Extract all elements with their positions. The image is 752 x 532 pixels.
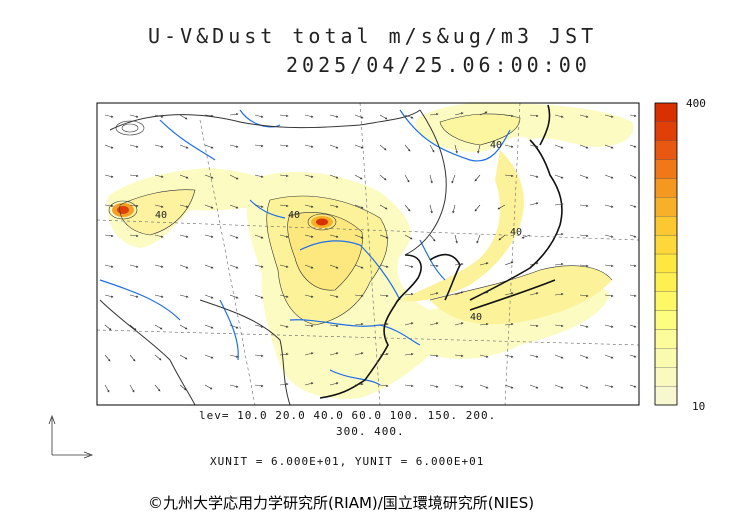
vector-units: XUNIT = 6.000E+01, YUNIT = 6.000E+01: [210, 455, 485, 468]
colorbar-segment: [654, 234, 678, 255]
colorbar-segment: [654, 140, 678, 160]
colorbar-min-label: 10: [692, 400, 706, 413]
wind-vectors: [104, 111, 637, 393]
colorbar-segment: [654, 159, 678, 179]
contour-label: 40: [510, 227, 522, 238]
colorbar: [654, 102, 678, 406]
colorbar-segment: [654, 121, 678, 141]
contour-levels-line2: 300. 400.: [336, 425, 405, 438]
contour-label: 40: [288, 210, 300, 221]
colorbar-segment: [654, 102, 678, 123]
colorbar-segment: [654, 385, 678, 406]
colorbar-segment: [654, 291, 678, 311]
chart-timestamp: 2025/04/25.06:00:00: [286, 53, 591, 77]
colorbar-segment: [654, 253, 678, 274]
colorbar-segment: [654, 197, 678, 217]
dust-concentration-layer: 40 40 40 40 40: [97, 103, 639, 405]
colorbar-segment: [654, 178, 678, 198]
map-frame: [96, 102, 640, 406]
colorbar-segment: [654, 348, 678, 368]
contour-label: 40: [490, 140, 502, 151]
colorbar-segment: [654, 216, 678, 236]
contour-label: 40: [155, 210, 167, 221]
colorbar-segment: [654, 329, 678, 349]
colorbar-max-label: 400: [686, 97, 706, 110]
contour-label: 40: [470, 312, 482, 323]
contour-levels-line1: lev= 10.0 20.0 40.0 60.0 100. 150. 200.: [199, 409, 497, 422]
copyright-notice: ©九州大学応用力学研究所(RIAM)/国立環境研究所(NIES): [148, 494, 535, 512]
colorbar-segment: [654, 310, 678, 330]
unit-vector-legend: [48, 414, 94, 459]
colorbar-segment: [654, 367, 678, 387]
chart-title: U-V&Dust total m/s&ug/m3 JST: [148, 24, 598, 48]
colorbar-segment: [654, 272, 678, 292]
